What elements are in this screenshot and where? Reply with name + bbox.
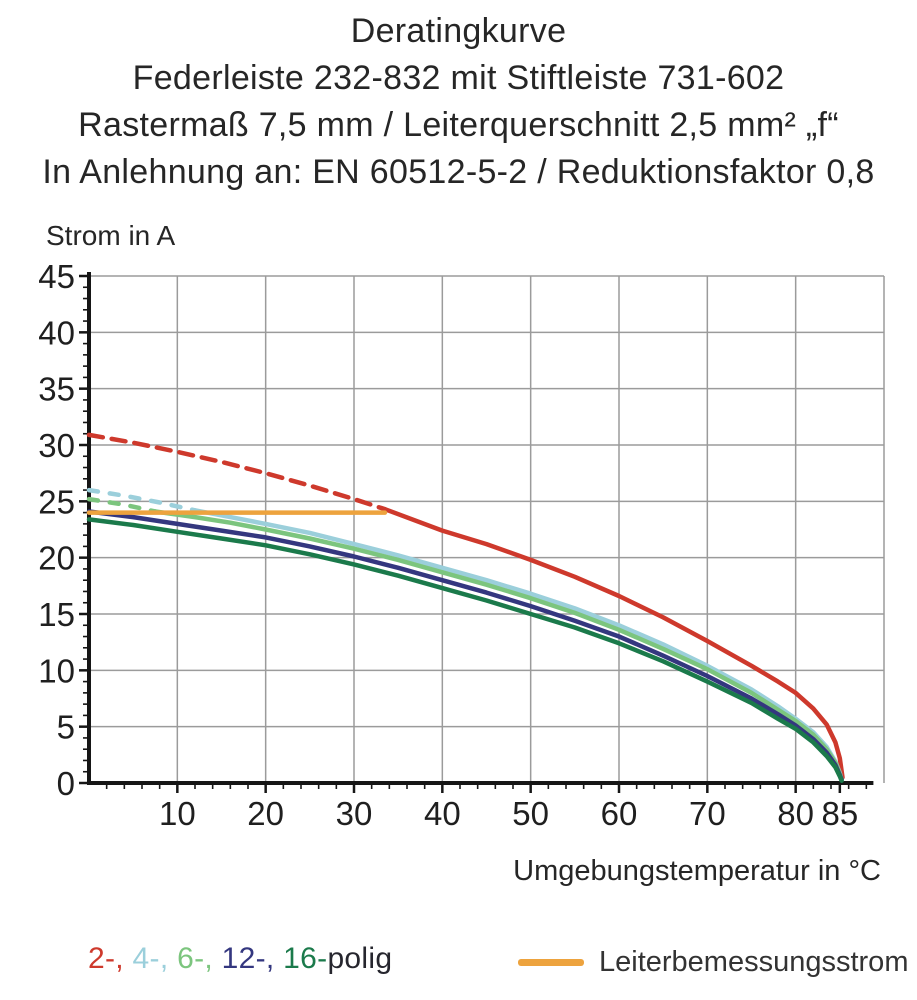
series-2-polig-dashed	[86, 432, 388, 512]
series-2-polig	[382, 506, 845, 780]
y-tick-label: 0	[57, 765, 75, 802]
legend-pole-counts: 2-, 4-, 6-, 12-, 16-polig	[88, 942, 392, 976]
series-4-polig-dashed	[86, 487, 198, 513]
x-tick-label: 20	[247, 795, 284, 832]
x-tick-label: 85	[821, 795, 858, 832]
x-tick-label: 10	[159, 795, 196, 832]
derating-chart-plot: 10 20 30 40 50 60 70 80 85 0 5 10 15 20 25 30 35 40 45	[38, 258, 885, 832]
y-tick-label: 25	[38, 483, 75, 520]
derating-chart: 10 20 30 40 50 60 70 80 85 0 5 10 15 20 25 30 35 40 45	[0, 250, 917, 835]
y-tick-label: 5	[57, 709, 75, 746]
legend-item-2-polig: 2-,	[88, 942, 133, 975]
rated-current-label: Leiterbemessungsstrom	[599, 945, 909, 978]
series-6-polig	[153, 509, 844, 782]
y-tick-label: 35	[38, 371, 75, 408]
x-tick-label: 30	[336, 795, 373, 832]
y-tick-label: 15	[38, 596, 75, 633]
title-line-3: Rastermaß 7,5 mm / Leiterquerschnitt 2,5…	[78, 106, 839, 144]
legend-item-16-polig: 16-	[283, 942, 328, 975]
series-16-polig	[86, 517, 844, 783]
legend-item-6-polig: 6-,	[177, 942, 222, 975]
legend-item-12-polig: 12-,	[221, 942, 284, 975]
x-tick-label: 80	[777, 795, 814, 832]
y-tick-label: 45	[38, 258, 75, 295]
legend-item-4-polig: 4-,	[132, 942, 178, 975]
x-tick-label: 50	[512, 795, 549, 832]
x-axis-title: Umgebungstemperatur in °C	[513, 855, 881, 887]
title-line-2: Federleiste 232-832 mit Stiftleiste 731-…	[132, 59, 785, 97]
legend-polig-suffix: polig	[327, 942, 393, 975]
chart-title-block: Deratingkurve Federleiste 232-832 mit St…	[0, 8, 917, 196]
x-tick-label: 60	[601, 795, 638, 832]
legend-rated-current: Leiterbemessungsstrom	[518, 936, 908, 988]
y-tick-label: 30	[38, 427, 75, 464]
rated-current-line-swatch	[518, 958, 584, 966]
y-tick-label: 20	[38, 540, 75, 577]
y-axis-title: Strom in A	[46, 220, 176, 251]
x-tick-label: 70	[689, 795, 726, 832]
x-tick-label: 40	[424, 795, 461, 832]
series-12-polig	[86, 509, 844, 782]
legend-row: 2-, 4-, 6-, 12-, 16-polig Leiterbemessun…	[0, 936, 917, 988]
title-line-4: In Anlehnung an: EN 60512-5-2 / Reduktio…	[42, 153, 875, 191]
y-tick-label: 40	[38, 314, 75, 351]
y-tick-label: 10	[38, 652, 75, 689]
title-line-1: Deratingkurve	[350, 12, 567, 50]
